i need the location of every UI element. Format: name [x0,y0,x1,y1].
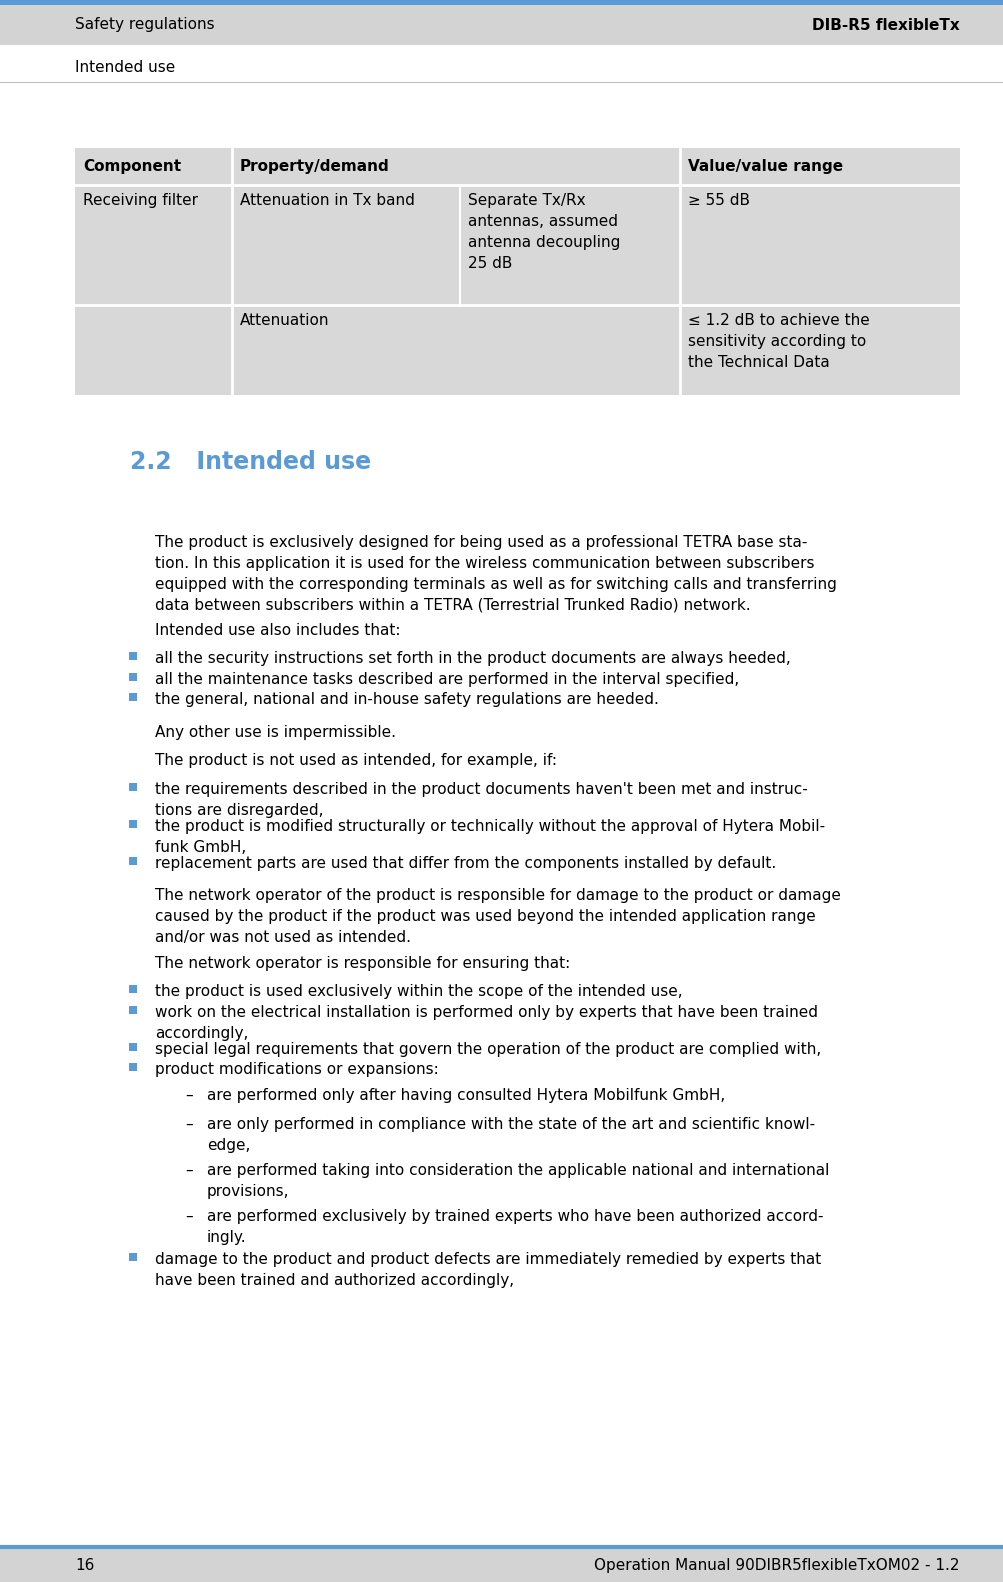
Text: work on the electrical installation is performed only by experts that have been : work on the electrical installation is p… [154,1005,817,1041]
Text: Receiving filter: Receiving filter [83,193,198,207]
Text: special legal requirements that govern the operation of the product are complied: special legal requirements that govern t… [154,1041,820,1057]
FancyBboxPatch shape [0,1549,1003,1582]
FancyBboxPatch shape [0,0,1003,5]
Text: are performed taking into consideration the applicable national and internationa: are performed taking into consideration … [207,1163,828,1199]
Text: are performed only after having consulted Hytera Mobilfunk GmbH,: are performed only after having consulte… [207,1087,724,1103]
Text: ≥ 55 dB: ≥ 55 dB [687,193,749,207]
Text: Intended use: Intended use [75,60,176,74]
Text: the product is modified structurally or technically without the approval of Hyte: the product is modified structurally or … [154,818,824,854]
Text: Attenuation in Tx band: Attenuation in Tx band [240,193,414,207]
Text: the product is used exclusively within the scope of the intended use,: the product is used exclusively within t… [154,984,682,1000]
Text: Property/demand: Property/demand [240,160,389,174]
Text: Intended use also includes that:: Intended use also includes that: [154,623,400,638]
Text: –: – [185,1117,193,1133]
FancyBboxPatch shape [128,1043,136,1050]
FancyBboxPatch shape [128,1253,136,1261]
Text: The network operator of the product is responsible for damage to the product or : The network operator of the product is r… [154,888,841,944]
FancyBboxPatch shape [128,856,136,865]
Text: Component: Component [83,160,181,174]
FancyBboxPatch shape [128,693,136,701]
FancyBboxPatch shape [128,652,136,660]
FancyBboxPatch shape [75,149,959,396]
Text: –: – [185,1163,193,1179]
Text: replacement parts are used that differ from the components installed by default.: replacement parts are used that differ f… [154,856,775,870]
Text: damage to the product and product defects are immediately remedied by experts th: damage to the product and product defect… [154,1251,820,1288]
Text: 2.2   Intended use: 2.2 Intended use [129,449,371,475]
Text: –: – [185,1209,193,1224]
Text: Safety regulations: Safety regulations [75,17,215,33]
Text: Operation Manual 90DIBR5flexibleTxOM02 - 1.2: Operation Manual 90DIBR5flexibleTxOM02 -… [594,1558,959,1573]
FancyBboxPatch shape [128,819,136,827]
Text: –: – [185,1087,193,1103]
FancyBboxPatch shape [128,1063,136,1071]
FancyBboxPatch shape [128,672,136,680]
Text: DIB-R5 flexibleTx: DIB-R5 flexibleTx [811,17,959,33]
Text: the general, national and in-house safety regulations are heeded.: the general, national and in-house safet… [154,691,658,707]
Text: the requirements described in the product documents haven't been met and instruc: the requirements described in the produc… [154,782,807,818]
Text: all the security instructions set forth in the product documents are always heed: all the security instructions set forth … [154,652,790,666]
Text: all the maintenance tasks described are performed in the interval specified,: all the maintenance tasks described are … [154,672,738,687]
Text: Value/value range: Value/value range [687,160,843,174]
FancyBboxPatch shape [128,986,136,993]
Text: Any other use is impermissible.: Any other use is impermissible. [154,725,395,740]
FancyBboxPatch shape [128,783,136,791]
FancyBboxPatch shape [0,5,1003,44]
Text: Attenuation: Attenuation [240,313,329,327]
Text: The product is not used as intended, for example, if:: The product is not used as intended, for… [154,753,557,769]
Text: product modifications or expansions:: product modifications or expansions: [154,1062,438,1077]
Text: The product is exclusively designed for being used as a professional TETRA base : The product is exclusively designed for … [154,535,837,612]
FancyBboxPatch shape [128,1006,136,1014]
Text: The network operator is responsible for ensuring that:: The network operator is responsible for … [154,956,570,971]
Text: 16: 16 [75,1558,94,1573]
Text: are only performed in compliance with the state of the art and scientific knowl-: are only performed in compliance with th… [207,1117,814,1153]
Text: ≤ 1.2 dB to achieve the
sensitivity according to
the Technical Data: ≤ 1.2 dB to achieve the sensitivity acco… [687,313,869,370]
Text: Separate Tx/Rx
antennas, assumed
antenna decoupling
25 dB: Separate Tx/Rx antennas, assumed antenna… [467,193,620,271]
Text: are performed exclusively by trained experts who have been authorized accord-
in: are performed exclusively by trained exp… [207,1209,822,1245]
